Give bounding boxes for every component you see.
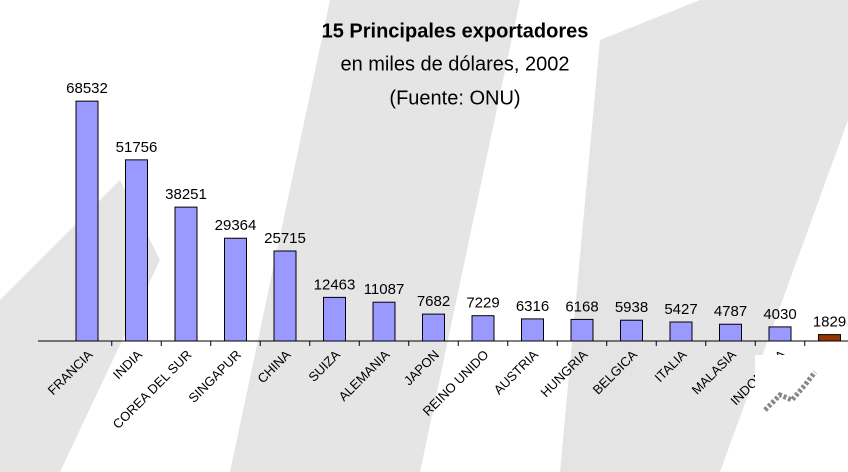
data-label: 68532 [66,80,108,97]
data-label: 6316 [516,298,549,315]
x-tick-label: SINGAPUR [185,347,244,406]
data-label: 6168 [565,298,598,315]
data-label: 11087 [364,281,405,298]
data-label: 5938 [615,299,648,316]
bar [323,296,346,342]
data-label: 12463 [314,276,356,293]
data-label: 4787 [714,303,747,320]
bar [570,318,594,342]
data-label: 4030 [763,306,796,323]
data-label: 29364 [215,217,257,234]
bar [521,318,544,342]
data-label: 1829 [813,314,846,331]
data-label: 7682 [417,293,450,310]
x-tick-label: AUSTRIA [491,347,542,398]
bar [125,159,148,342]
chart-source: (Fuente: ONU) [389,87,520,109]
bar [174,206,198,342]
data-label: 25715 [264,230,306,247]
bar [620,319,643,342]
bar [669,321,693,342]
bar [422,313,445,342]
bar [273,250,297,342]
bar [372,301,396,342]
label-image [755,355,827,431]
chart-subtitle: en miles de dólares, 2002 [340,53,569,75]
bar [768,326,792,342]
data-label: 5427 [664,301,697,318]
bar [818,334,841,342]
data-label: 51756 [116,139,158,156]
bar [75,100,99,342]
data-label: 7229 [466,295,499,312]
bar [471,315,495,342]
data-label: 38251 [165,186,207,203]
bar [224,237,247,342]
chart-title: 15 Principales exportadores [322,20,589,42]
bar [719,323,742,342]
